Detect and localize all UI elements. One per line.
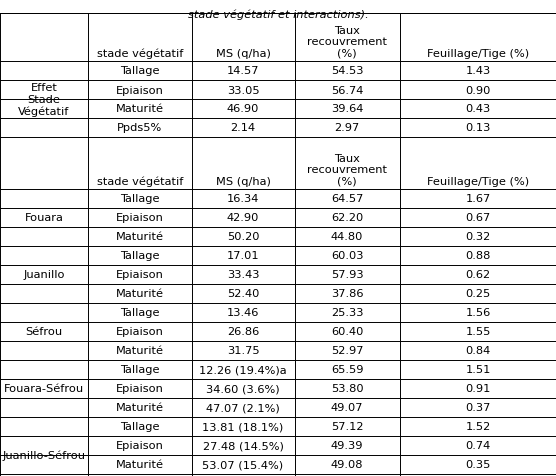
Text: 57.93: 57.93 bbox=[331, 270, 363, 280]
Text: Taux
recouvrement
(%): Taux recouvrement (%) bbox=[307, 26, 387, 59]
Text: stade végétatif: stade végétatif bbox=[97, 49, 183, 59]
Text: 0.35: 0.35 bbox=[465, 459, 491, 469]
Text: 1.43: 1.43 bbox=[465, 66, 490, 76]
Text: 46.90: 46.90 bbox=[227, 104, 259, 114]
Text: Epiaison: Epiaison bbox=[116, 441, 164, 451]
Text: stade végétatif: stade végétatif bbox=[97, 176, 183, 187]
Text: Tallage: Tallage bbox=[120, 66, 160, 76]
Text: 33.05: 33.05 bbox=[227, 85, 259, 95]
Text: 47.07 (2.1%): 47.07 (2.1%) bbox=[206, 403, 280, 413]
Text: 27.48 (14.5%): 27.48 (14.5%) bbox=[202, 441, 284, 451]
Text: 60.03: 60.03 bbox=[331, 251, 363, 261]
Text: Taux
recouvrement
(%): Taux recouvrement (%) bbox=[307, 153, 387, 187]
Text: 16.34: 16.34 bbox=[227, 194, 259, 204]
Text: 0.62: 0.62 bbox=[465, 270, 490, 280]
Text: 14.57: 14.57 bbox=[227, 66, 259, 76]
Text: 26.86: 26.86 bbox=[227, 327, 259, 337]
Text: Effet
Stade
Végétatif: Effet Stade Végétatif bbox=[18, 83, 70, 117]
Text: 64.57: 64.57 bbox=[331, 194, 363, 204]
Text: 1.55: 1.55 bbox=[465, 327, 491, 337]
Text: Maturité: Maturité bbox=[116, 403, 164, 413]
Text: 0.74: 0.74 bbox=[465, 441, 490, 451]
Text: 60.40: 60.40 bbox=[331, 327, 363, 337]
Text: 0.37: 0.37 bbox=[465, 403, 491, 413]
Text: 0.90: 0.90 bbox=[465, 85, 491, 95]
Text: Maturité: Maturité bbox=[116, 104, 164, 114]
Text: MS (q/ha): MS (q/ha) bbox=[216, 177, 270, 187]
Text: 50.20: 50.20 bbox=[227, 232, 259, 242]
Text: 39.64: 39.64 bbox=[331, 104, 363, 114]
Text: 53.07 (15.4%): 53.07 (15.4%) bbox=[202, 459, 284, 469]
Text: 17.01: 17.01 bbox=[227, 251, 259, 261]
Text: 25.33: 25.33 bbox=[331, 308, 363, 318]
Text: 49.39: 49.39 bbox=[331, 441, 363, 451]
Text: 12.26 (19.4%)a: 12.26 (19.4%)a bbox=[199, 365, 287, 375]
Text: Tallage: Tallage bbox=[120, 251, 160, 261]
Text: 52.97: 52.97 bbox=[331, 346, 363, 356]
Text: Fouara: Fouara bbox=[24, 213, 63, 223]
Text: 0.84: 0.84 bbox=[465, 346, 490, 356]
Text: Feuillage/Tige (%): Feuillage/Tige (%) bbox=[427, 177, 529, 187]
Text: 0.88: 0.88 bbox=[465, 251, 491, 261]
Text: Séfrou: Séfrou bbox=[26, 327, 63, 337]
Text: Maturité: Maturité bbox=[116, 289, 164, 299]
Text: 13.81 (18.1%): 13.81 (18.1%) bbox=[202, 422, 284, 432]
Text: Juanillo-Séfrou: Juanillo-Séfrou bbox=[2, 450, 86, 460]
Text: 1.52: 1.52 bbox=[465, 422, 490, 432]
Text: 0.32: 0.32 bbox=[465, 232, 490, 242]
Text: 34.60 (3.6%): 34.60 (3.6%) bbox=[206, 384, 280, 394]
Text: 49.07: 49.07 bbox=[331, 403, 363, 413]
Text: 52.40: 52.40 bbox=[227, 289, 259, 299]
Text: 53.80: 53.80 bbox=[331, 384, 363, 394]
Text: MS (q/ha): MS (q/ha) bbox=[216, 49, 270, 59]
Text: 56.74: 56.74 bbox=[331, 85, 363, 95]
Text: stade végétatif et interactions).: stade végétatif et interactions). bbox=[187, 10, 369, 20]
Text: Tallage: Tallage bbox=[120, 422, 160, 432]
Text: Maturité: Maturité bbox=[116, 459, 164, 469]
Text: Maturité: Maturité bbox=[116, 232, 164, 242]
Text: 57.12: 57.12 bbox=[331, 422, 363, 432]
Text: 0.91: 0.91 bbox=[465, 384, 491, 394]
Text: Fouara-Séfrou: Fouara-Séfrou bbox=[4, 384, 84, 394]
Text: 37.86: 37.86 bbox=[331, 289, 363, 299]
Text: 31.75: 31.75 bbox=[227, 346, 259, 356]
Text: 0.13: 0.13 bbox=[465, 123, 491, 133]
Text: Epiaison: Epiaison bbox=[116, 85, 164, 95]
Text: 49.08: 49.08 bbox=[331, 459, 363, 469]
Text: 1.56: 1.56 bbox=[465, 308, 490, 318]
Text: 0.43: 0.43 bbox=[465, 104, 490, 114]
Text: Feuillage/Tige (%): Feuillage/Tige (%) bbox=[427, 49, 529, 59]
Text: Ppds5%: Ppds5% bbox=[117, 123, 162, 133]
Text: 0.67: 0.67 bbox=[465, 213, 490, 223]
Text: 13.46: 13.46 bbox=[227, 308, 259, 318]
Text: Tallage: Tallage bbox=[120, 194, 160, 204]
Text: Tallage: Tallage bbox=[120, 365, 160, 375]
Text: Epiaison: Epiaison bbox=[116, 213, 164, 223]
Text: 62.20: 62.20 bbox=[331, 213, 363, 223]
Text: Tallage: Tallage bbox=[120, 308, 160, 318]
Text: Epiaison: Epiaison bbox=[116, 327, 164, 337]
Text: 0.25: 0.25 bbox=[465, 289, 490, 299]
Text: 2.14: 2.14 bbox=[230, 123, 256, 133]
Text: Epiaison: Epiaison bbox=[116, 384, 164, 394]
Text: 42.90: 42.90 bbox=[227, 213, 259, 223]
Text: Juanillo: Juanillo bbox=[23, 270, 64, 280]
Text: 2.97: 2.97 bbox=[334, 123, 360, 133]
Text: 33.43: 33.43 bbox=[227, 270, 259, 280]
Text: 1.67: 1.67 bbox=[465, 194, 490, 204]
Text: 1.51: 1.51 bbox=[465, 365, 491, 375]
Text: 65.59: 65.59 bbox=[331, 365, 363, 375]
Text: 54.53: 54.53 bbox=[331, 66, 363, 76]
Text: Epiaison: Epiaison bbox=[116, 270, 164, 280]
Text: 44.80: 44.80 bbox=[331, 232, 363, 242]
Text: Maturité: Maturité bbox=[116, 346, 164, 356]
